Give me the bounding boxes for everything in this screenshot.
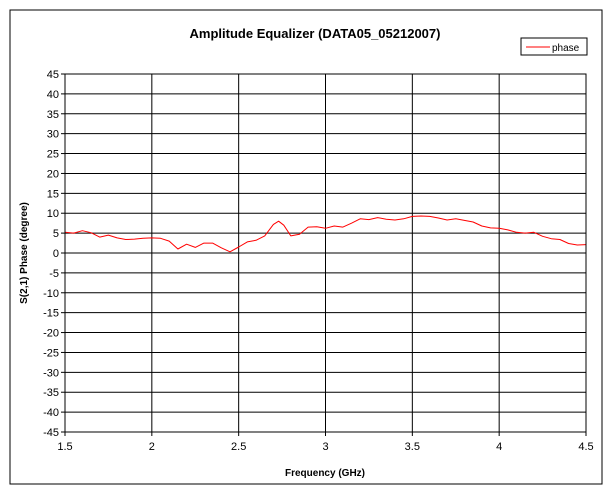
x-tick-label: 2	[149, 441, 155, 453]
y-tick-label: -30	[43, 367, 59, 379]
y-axis-label: S(2,1) Phase (degree)	[19, 202, 30, 304]
y-tick-label: 35	[47, 109, 59, 121]
y-tick-label: -45	[43, 427, 59, 439]
y-tick-label: 40	[47, 89, 59, 101]
y-tick-label: 0	[53, 248, 59, 260]
x-tick-label: 4	[496, 441, 502, 453]
series-layer	[64, 215, 587, 253]
x-tick-labels: 1.5 2 2.5 3 3.5 4 4.5	[57, 441, 593, 453]
x-tick-label: 3.5	[405, 441, 420, 453]
x-tick-label: 1.5	[57, 441, 72, 453]
gridlines	[61, 73, 587, 436]
plot-border	[64, 73, 587, 433]
y-tick-label: 20	[47, 168, 59, 180]
y-tick-labels: 45 40 35 30 25 20 15 10 5 0 -5 -10 -15 -20 -25 -30 -35 -4…	[43, 69, 59, 439]
chart-title: Amplitude Equalizer (DATA05_05212007)	[190, 26, 441, 41]
x-tick-label: 2.5	[231, 441, 246, 453]
y-tick-label: 5	[53, 228, 59, 240]
legend: phase	[520, 37, 588, 56]
y-tick-label: -5	[49, 268, 59, 280]
legend-label: phase	[552, 43, 580, 54]
y-tick-label: -20	[43, 328, 59, 340]
series-line-phase	[64, 215, 587, 253]
y-tick-label: 10	[47, 208, 59, 220]
legend-box	[520, 37, 588, 56]
y-tick-label: -15	[43, 308, 59, 320]
x-axis-label: Frequency (GHz)	[285, 468, 365, 479]
y-tick-label: 15	[47, 188, 59, 200]
y-tick-label: -35	[43, 387, 59, 399]
y-tick-label: 30	[47, 129, 59, 141]
y-tick-label: -10	[43, 288, 59, 300]
y-tick-label: -40	[43, 407, 59, 419]
y-tick-label: -25	[43, 347, 59, 359]
x-tick-label: 3	[322, 441, 328, 453]
y-tick-label: 45	[47, 69, 59, 81]
x-tick-label: 4.5	[578, 441, 593, 453]
y-tick-label: 25	[47, 149, 59, 161]
